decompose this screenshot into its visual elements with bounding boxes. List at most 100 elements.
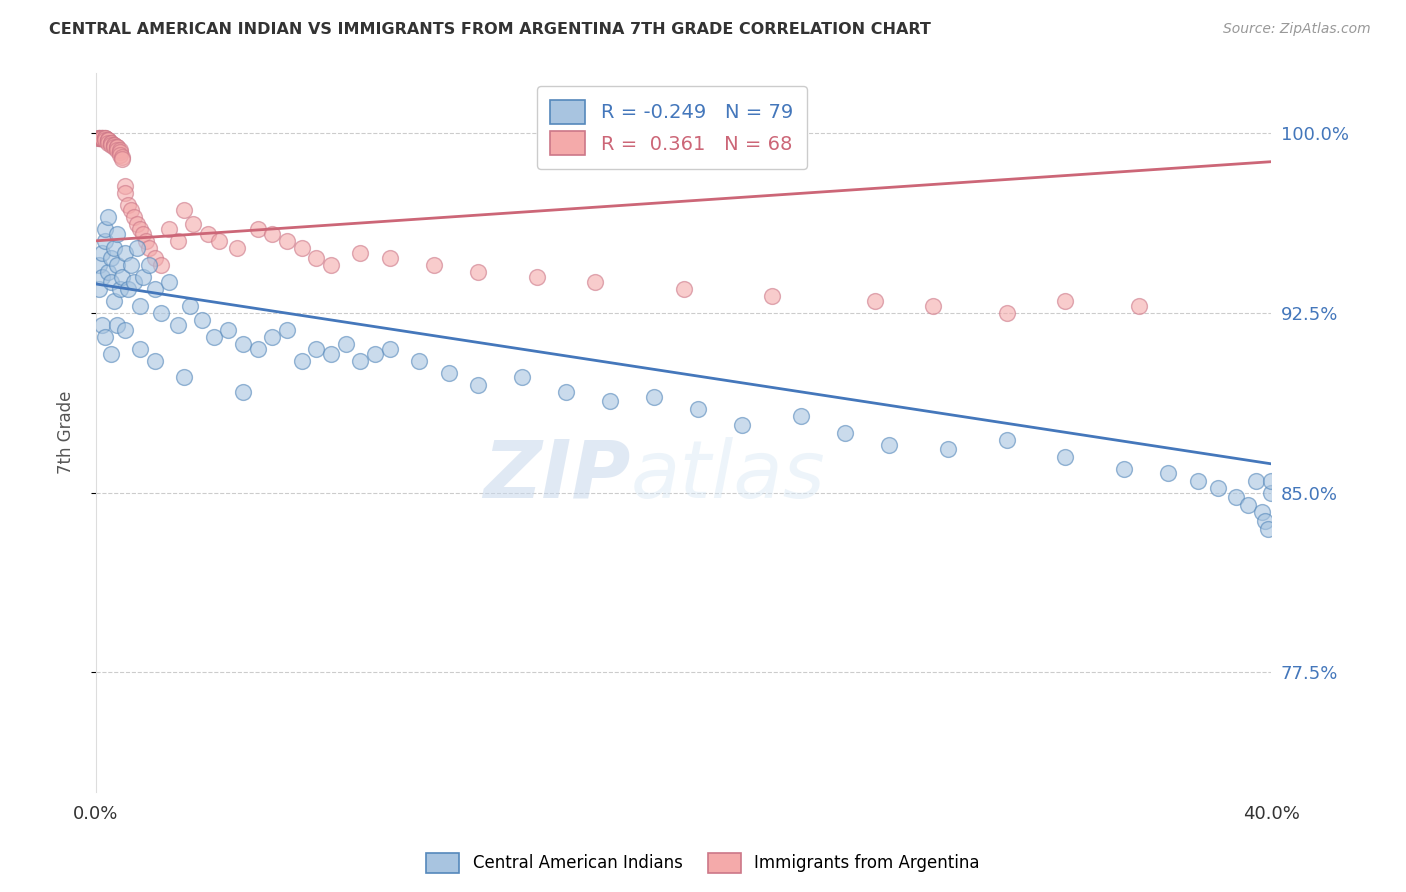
Point	[834, 425, 856, 440]
Point	[936, 442, 959, 457]
Point	[94, 130, 117, 145]
Point	[1260, 474, 1282, 488]
Point	[114, 322, 136, 336]
Point	[335, 337, 357, 351]
Point	[526, 269, 548, 284]
Point	[117, 198, 139, 212]
Point	[108, 145, 131, 160]
Text: ZIP: ZIP	[484, 437, 631, 515]
Point	[510, 370, 533, 384]
Point	[105, 140, 128, 154]
Point	[97, 210, 120, 224]
Point	[90, 130, 112, 145]
Point	[437, 366, 460, 380]
Point	[122, 210, 145, 224]
Point	[90, 130, 112, 145]
Point	[159, 222, 181, 236]
Point	[863, 293, 886, 308]
Point	[103, 140, 125, 154]
Point	[105, 318, 128, 332]
Point	[135, 234, 157, 248]
Point	[114, 178, 136, 193]
Point	[132, 269, 155, 284]
Point	[378, 251, 401, 265]
Point	[877, 437, 900, 451]
Point	[122, 275, 145, 289]
Point	[90, 245, 112, 260]
Point	[1206, 481, 1229, 495]
Point	[1114, 461, 1136, 475]
Point	[467, 377, 489, 392]
Point	[120, 258, 142, 272]
Point	[191, 313, 214, 327]
Point	[226, 241, 249, 255]
Point	[105, 227, 128, 241]
Point	[349, 353, 371, 368]
Point	[1054, 450, 1077, 464]
Point	[94, 130, 117, 145]
Point	[1157, 467, 1180, 481]
Point	[995, 433, 1018, 447]
Point	[232, 337, 254, 351]
Point	[94, 222, 117, 236]
Point	[1236, 498, 1258, 512]
Point	[138, 241, 160, 255]
Point	[108, 282, 131, 296]
Text: Source: ZipAtlas.com: Source: ZipAtlas.com	[1223, 22, 1371, 37]
Point	[87, 130, 110, 145]
Point	[94, 329, 117, 343]
Point	[87, 282, 110, 296]
Point	[129, 342, 152, 356]
Point	[173, 370, 195, 384]
Point	[688, 401, 710, 416]
Point	[731, 418, 754, 433]
Point	[202, 329, 225, 343]
Point	[90, 318, 112, 332]
Point	[276, 234, 298, 248]
Point	[87, 258, 110, 272]
Point	[100, 136, 122, 150]
Point	[108, 147, 131, 161]
Point	[97, 133, 120, 147]
Point	[922, 299, 945, 313]
Point	[1054, 293, 1077, 308]
Point	[103, 137, 125, 152]
Point	[672, 282, 695, 296]
Point	[179, 299, 201, 313]
Point	[120, 202, 142, 217]
Point	[305, 251, 328, 265]
Point	[1225, 491, 1247, 505]
Point	[149, 258, 172, 272]
Point	[105, 143, 128, 157]
Point	[276, 322, 298, 336]
Point	[90, 130, 112, 145]
Point	[103, 137, 125, 152]
Point	[94, 133, 117, 147]
Legend: R = -0.249   N = 79, R =  0.361   N = 68: R = -0.249 N = 79, R = 0.361 N = 68	[537, 87, 807, 169]
Point	[103, 241, 125, 255]
Point	[105, 258, 128, 272]
Point	[105, 140, 128, 154]
Y-axis label: 7th Grade: 7th Grade	[58, 391, 75, 475]
Point	[129, 222, 152, 236]
Point	[100, 251, 122, 265]
Point	[262, 329, 284, 343]
Point	[197, 227, 219, 241]
Point	[138, 258, 160, 272]
Point	[378, 342, 401, 356]
Point	[117, 282, 139, 296]
Point	[100, 137, 122, 152]
Point	[167, 318, 190, 332]
Point	[1257, 522, 1279, 536]
Point	[159, 275, 181, 289]
Point	[94, 130, 117, 145]
Point	[1254, 514, 1277, 528]
Point	[761, 289, 783, 303]
Point	[319, 258, 342, 272]
Point	[246, 222, 269, 236]
Point	[97, 133, 120, 147]
Point	[1260, 485, 1282, 500]
Point	[111, 269, 134, 284]
Text: CENTRAL AMERICAN INDIAN VS IMMIGRANTS FROM ARGENTINA 7TH GRADE CORRELATION CHART: CENTRAL AMERICAN INDIAN VS IMMIGRANTS FR…	[49, 22, 931, 37]
Point	[364, 346, 387, 360]
